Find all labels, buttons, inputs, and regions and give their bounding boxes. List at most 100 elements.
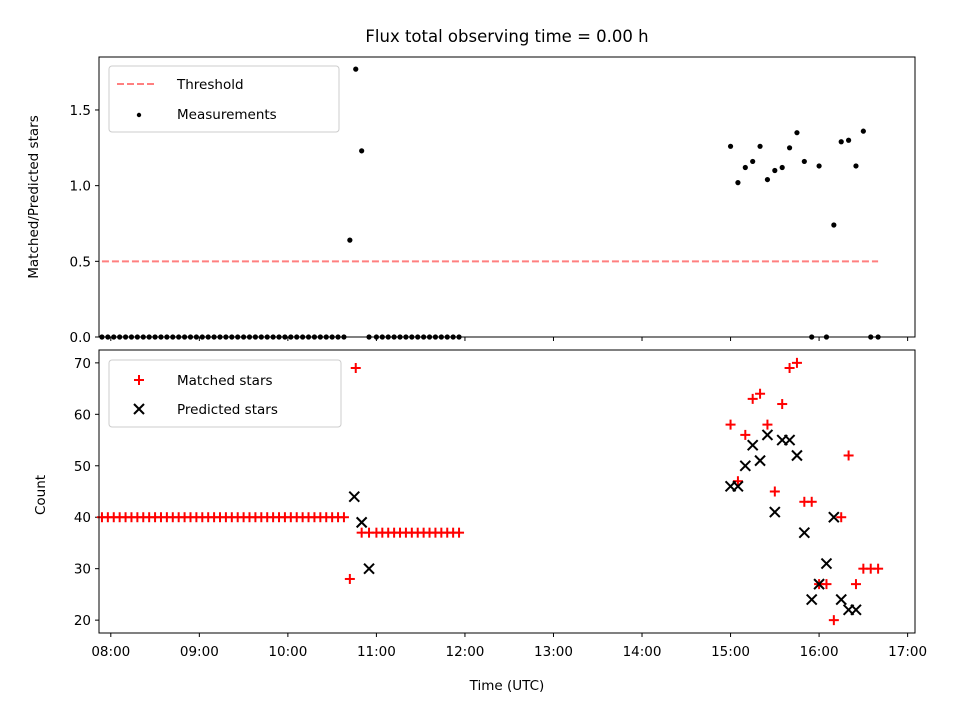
matched-star-point xyxy=(454,527,465,538)
ratio-y-axis-label: Matched/Predicted stars xyxy=(26,115,42,278)
matched-star-point xyxy=(338,512,349,523)
count-marks xyxy=(96,357,884,626)
x-tick-label: 15:00 xyxy=(711,644,750,660)
predicted-star-point xyxy=(769,506,781,518)
matched-star-point xyxy=(762,419,773,430)
predicted-star-point xyxy=(783,434,796,446)
count-y-ticks: 20 30 40 50 60 70 xyxy=(74,356,99,629)
matched-star-point xyxy=(806,496,817,507)
predicted-star-point xyxy=(828,511,840,523)
count-y-tick-label: 20 xyxy=(74,613,91,629)
x-tick-label: 09:00 xyxy=(180,644,219,660)
x-axis-label: Time (UTC) xyxy=(469,678,545,694)
ratio-legend-box xyxy=(108,65,340,133)
count-x-ticks: 08:00 09:00 10:00 11:00 12:00 13:00 14:00 15:00… xyxy=(91,633,927,660)
ratio-y-tick-label: 1.0 xyxy=(70,179,91,195)
measurement-point xyxy=(347,237,353,243)
ratio-axes-frame xyxy=(98,56,916,338)
matched-star-point xyxy=(784,363,795,374)
matched-star-point xyxy=(769,486,780,497)
measurement-point xyxy=(353,66,359,72)
matched-star-point xyxy=(850,579,861,590)
count-legend: Matched stars Predicted stars xyxy=(108,359,342,428)
predicted-star-point xyxy=(820,557,833,570)
count-y-tick-label: 70 xyxy=(74,356,91,372)
predicted-legend-swatch xyxy=(133,403,145,415)
count-legend-box xyxy=(108,359,342,428)
ratio-panel: 0.0 0.5 1.0 1.5 Matched/Predicted stars Thr… xyxy=(26,56,916,346)
matched-star-point xyxy=(836,512,847,523)
measurement-point xyxy=(750,158,756,165)
measurement-point xyxy=(742,164,748,171)
x-tick-label: 14:00 xyxy=(623,644,662,660)
ratio-y-tick-label: 0.5 xyxy=(70,254,91,270)
measurement-point xyxy=(727,143,734,149)
x-tick-label: 16:00 xyxy=(800,644,839,660)
predicted-star-point xyxy=(355,516,368,529)
ratio-x-ticks xyxy=(110,337,909,341)
measurement-point xyxy=(838,139,844,145)
predicted-star-point xyxy=(835,593,847,606)
predicted-star-point xyxy=(761,429,774,441)
x-tick-label: 10:00 xyxy=(268,644,307,660)
count-axes-frame xyxy=(98,349,916,634)
matched-star-point xyxy=(350,363,361,374)
measurement-point xyxy=(772,167,778,174)
predicted-star-point xyxy=(813,578,825,590)
predicted-star-point xyxy=(363,562,375,575)
matched-star-point xyxy=(755,388,766,399)
measurement-point xyxy=(735,180,741,186)
x-tick-label: 17:00 xyxy=(888,644,927,660)
measurement-point xyxy=(853,163,859,169)
count-panel: 20 30 40 50 60 70 08:00 09:00 10:00 11:00 12:00 13… xyxy=(33,349,927,694)
x-tick-label: 12:00 xyxy=(445,644,484,660)
predicted-star-point xyxy=(754,454,766,467)
ratio-y-ticks: 0.0 0.5 1.0 1.5 xyxy=(70,103,99,346)
matched-star-point xyxy=(725,419,736,430)
measurements-legend-swatch xyxy=(136,112,142,118)
matched-star-point xyxy=(740,429,751,440)
measurement-point xyxy=(757,143,763,149)
measurement-point xyxy=(831,222,837,228)
matched-star-point xyxy=(747,393,758,404)
matched-star-point xyxy=(791,357,802,368)
matched-star-point xyxy=(843,450,854,461)
measurement-point xyxy=(786,145,793,151)
ratio-legend: Threshold Measurements xyxy=(108,65,340,133)
matched-star-point xyxy=(344,573,355,584)
count-y-tick-label: 60 xyxy=(74,407,91,423)
x-tick-label: 13:00 xyxy=(534,644,573,660)
predicted-star-point xyxy=(746,439,759,451)
count-y-tick-label: 30 xyxy=(74,562,91,578)
measurement-point xyxy=(764,176,771,183)
ratio-y-tick-label: 1.5 xyxy=(70,103,91,119)
measurement-point xyxy=(359,148,365,154)
matched-star-point xyxy=(821,579,832,590)
ratio-y-tick-label: 0.0 xyxy=(70,330,91,346)
x-tick-label: 08:00 xyxy=(91,644,130,660)
count-y-tick-label: 50 xyxy=(74,459,91,475)
matched-star-point xyxy=(873,563,884,574)
predicted-star-point xyxy=(791,449,803,462)
measurements-legend-label: Measurements xyxy=(177,107,277,123)
predicted-star-point xyxy=(739,460,752,472)
measurement-point xyxy=(816,163,822,169)
count-y-tick-label: 40 xyxy=(74,510,91,526)
measurement-point xyxy=(801,158,807,165)
predicted-star-point xyxy=(798,526,811,539)
count-y-axis-label: Count xyxy=(33,475,49,515)
predicted-star-point xyxy=(850,604,862,616)
predicted-legend-label: Predicted stars xyxy=(177,402,278,418)
matched-legend-swatch xyxy=(134,375,144,385)
matched-star-point xyxy=(828,615,839,626)
measurement-point xyxy=(845,137,852,143)
predicted-star-point xyxy=(806,593,818,606)
x-tick-label: 11:00 xyxy=(357,644,396,660)
measurement-point xyxy=(779,164,785,171)
measurement-point xyxy=(860,128,866,134)
threshold-legend-label: Threshold xyxy=(176,77,244,93)
predicted-star-point xyxy=(348,490,360,503)
matched-legend-label: Matched stars xyxy=(177,373,273,389)
measurement-point xyxy=(794,130,800,136)
